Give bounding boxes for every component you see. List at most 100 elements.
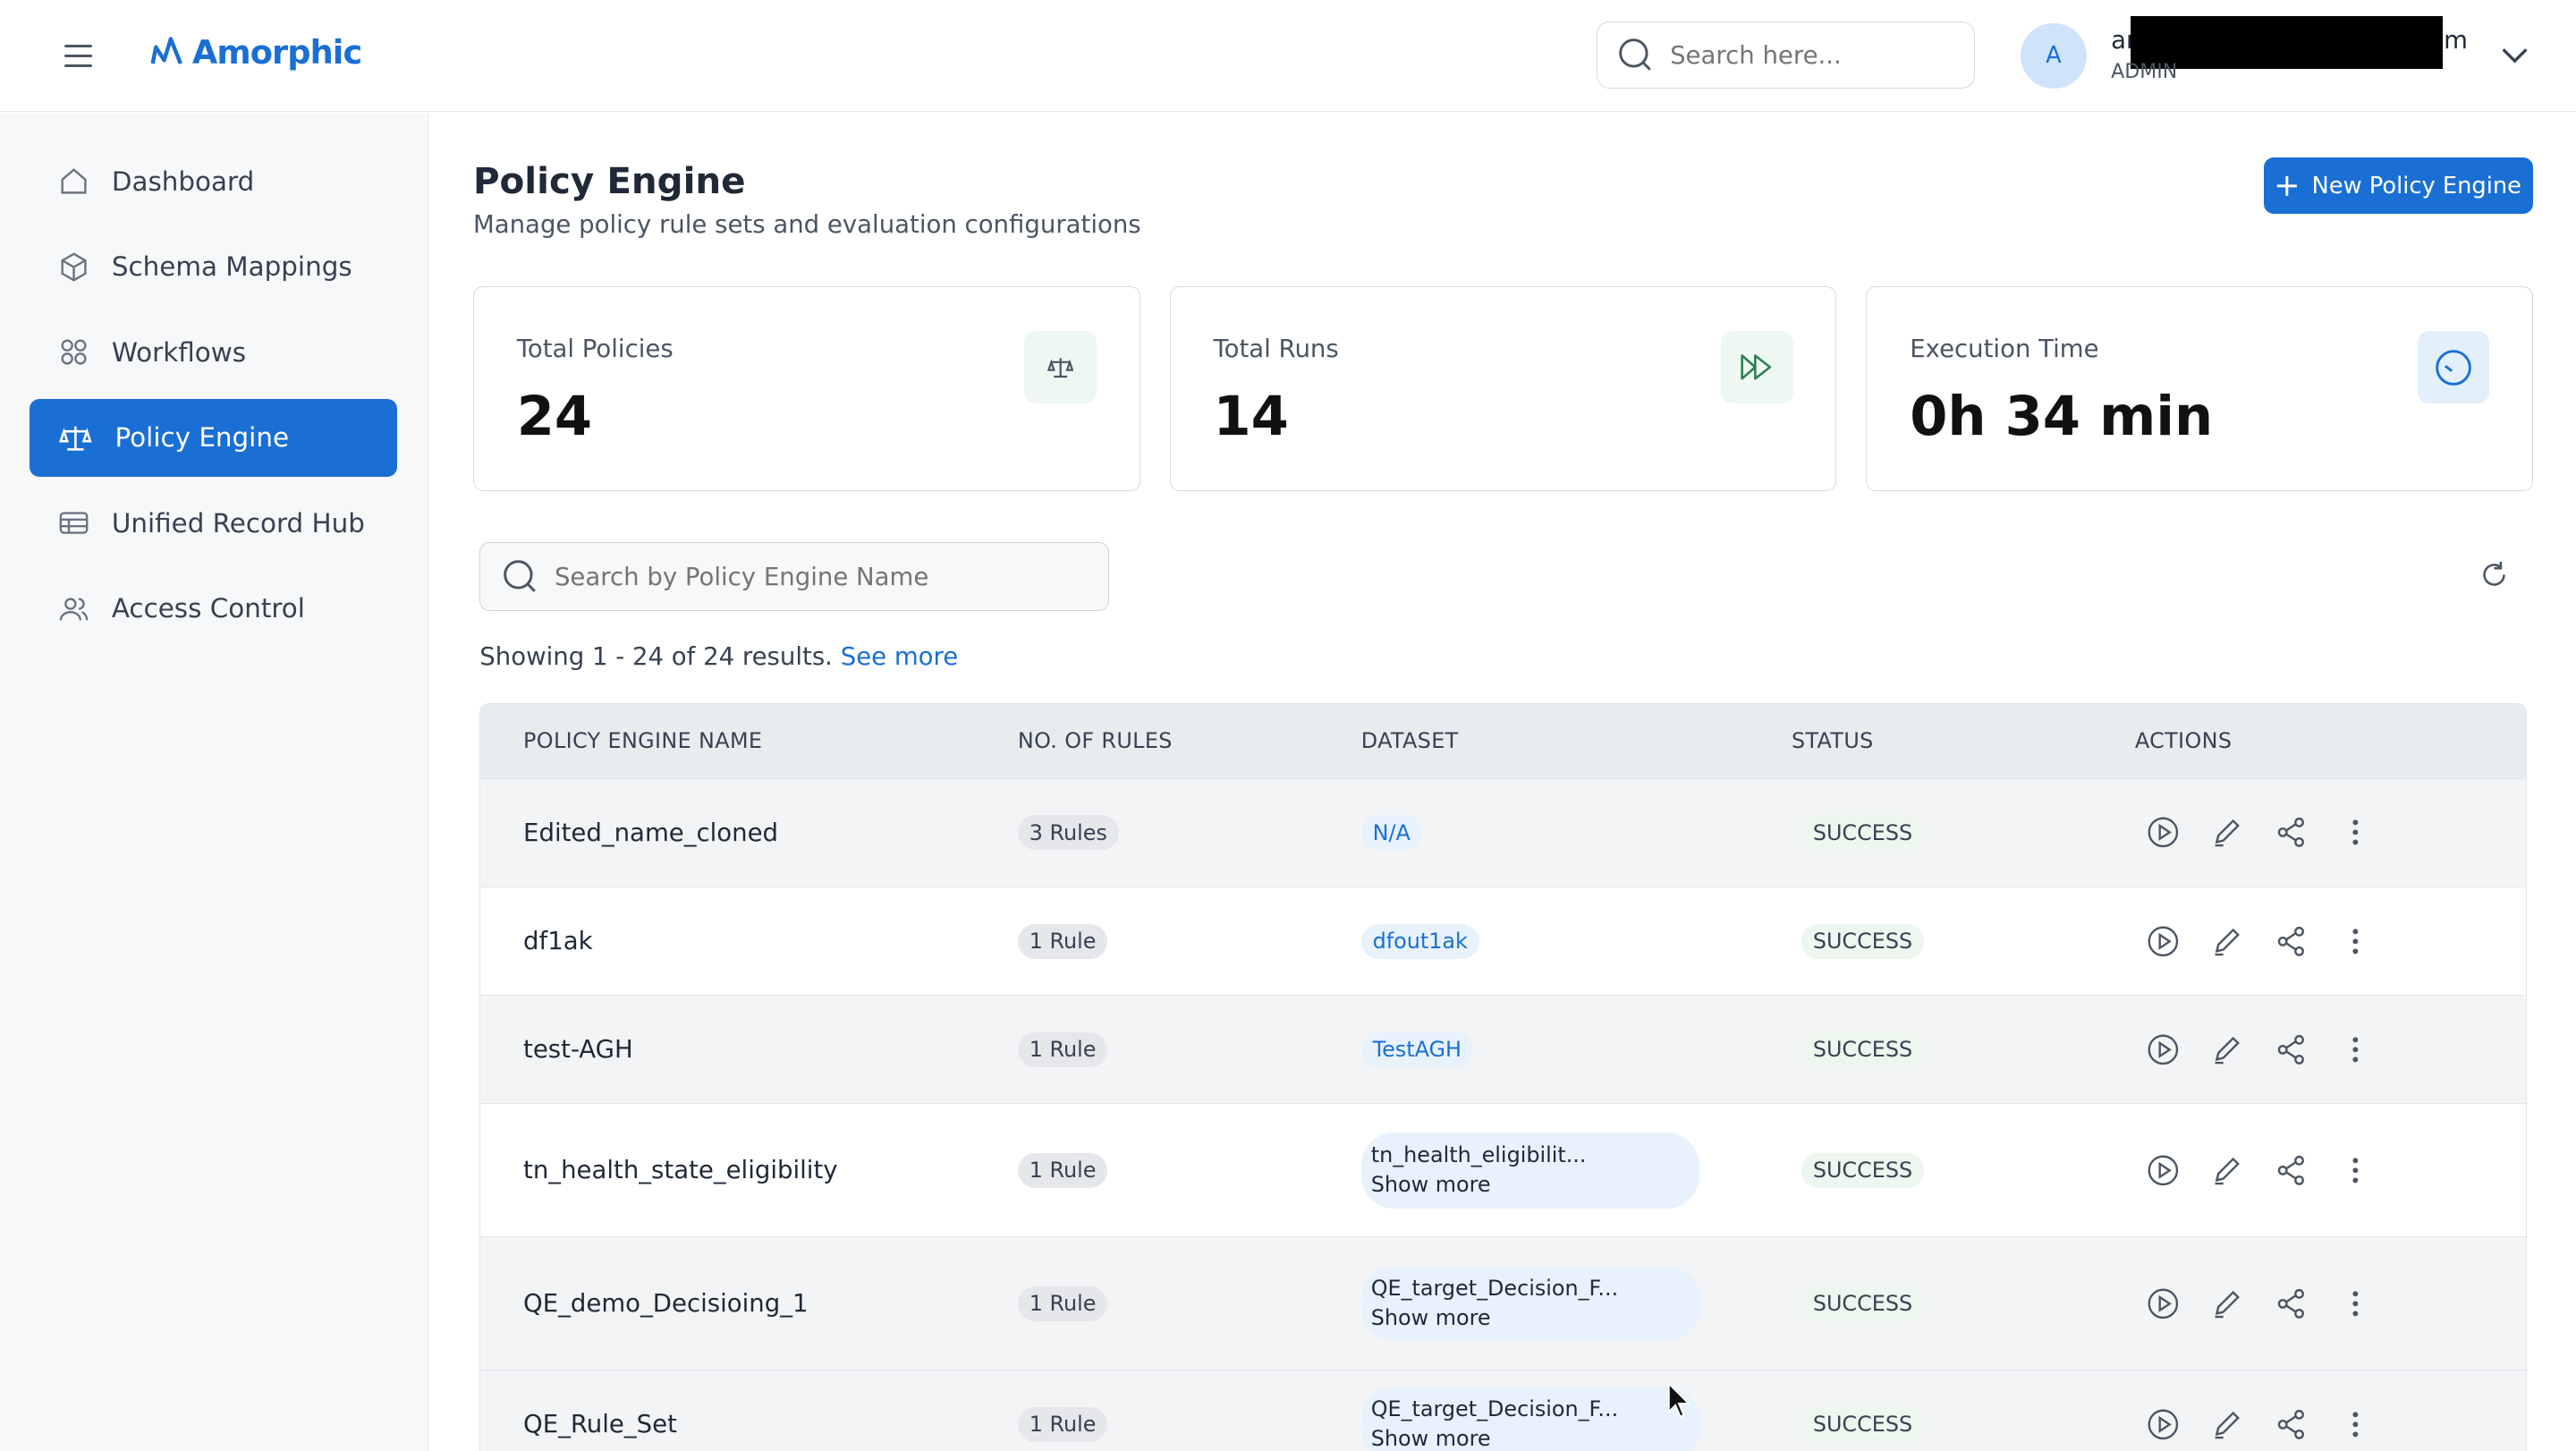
table-row[interactable]: tn_health_state_eligibility 1 Rule tn_he… [480, 1103, 2526, 1236]
share-icon[interactable] [2273, 1406, 2309, 1442]
more-options-icon[interactable] [2337, 1406, 2373, 1442]
stat-value: 14 [1213, 385, 1289, 448]
sidebar: Dashboard Schema Mappings Workflows Poli… [0, 113, 429, 1451]
table-row[interactable]: QE_Rule_Set 1 Rule QE_target_Decision_F.… [480, 1369, 2526, 1451]
dataset-chip[interactable]: dfout1ak [1360, 923, 1479, 959]
edit-icon[interactable] [2208, 815, 2244, 851]
sidebar-item-access-control[interactable]: Access Control [30, 570, 397, 647]
sidebar-item-unified-record-hub[interactable]: Unified Record Hub [30, 485, 397, 562]
column-header: NO. OF RULES [1017, 728, 1173, 754]
dataset-chip[interactable]: N/A [1360, 815, 1422, 851]
results-count: Showing 1 - 24 of 24 results. See more [479, 642, 958, 671]
table-row[interactable]: QE_demo_Decisioing_1 1 Rule QE_target_De… [480, 1236, 2526, 1370]
more-options-icon[interactable] [2337, 923, 2373, 959]
policy-name[interactable]: test-AGH [523, 1035, 633, 1065]
search-icon [1619, 38, 1652, 72]
results-text: Showing 1 - 24 of 24 results. [479, 642, 833, 672]
sidebar-item-workflows[interactable]: Workflows [30, 314, 397, 391]
dataset-name: QE_target_Decision_F... [1370, 1275, 1619, 1301]
column-header: DATASET [1360, 728, 1459, 754]
column-header: STATUS [1791, 728, 1874, 754]
show-more-link[interactable]: Show more [1370, 1426, 1491, 1451]
avatar[interactable]: A [2021, 22, 2087, 89]
policy-search[interactable] [479, 542, 1109, 612]
run-icon[interactable] [2145, 923, 2181, 959]
policy-table: POLICY ENGINE NAME NO. OF RULES DATASET … [479, 703, 2527, 1451]
show-more-link[interactable]: Show more [1370, 1305, 1491, 1331]
status-badge: SUCCESS [1801, 1406, 1924, 1442]
main-content: Policy Engine Manage policy rule sets an… [430, 114, 2576, 1451]
sidebar-item-schema-mappings[interactable]: Schema Mappings [30, 228, 397, 305]
logo[interactable]: Amorphic [149, 32, 362, 72]
edit-icon[interactable] [2208, 1286, 2244, 1321]
share-icon[interactable] [2273, 1031, 2309, 1067]
share-icon[interactable] [2273, 1286, 2309, 1321]
home-icon [61, 168, 87, 194]
see-more-link[interactable]: See more [840, 642, 959, 672]
stat-value: 0h 34 min [1910, 385, 2214, 448]
sidebar-item-label: Unified Record Hub [111, 507, 365, 539]
policy-name[interactable]: df1ak [523, 927, 593, 956]
run-icon[interactable] [2145, 1152, 2181, 1188]
scale-icon [1024, 331, 1097, 403]
refresh-icon[interactable] [2479, 560, 2509, 590]
table-row[interactable]: Edited_name_cloned 3 Rules N/A SUCCESS [480, 777, 2526, 887]
rules-count-badge: 1 Rule [1017, 1152, 1108, 1188]
run-icon[interactable] [2145, 1286, 2181, 1321]
sidebar-item-dashboard[interactable]: Dashboard [30, 143, 397, 220]
redaction-block [2131, 16, 2444, 70]
chevron-down-icon[interactable] [2500, 43, 2529, 66]
scale-icon [59, 426, 92, 451]
stat-label: Total Runs [1213, 334, 1339, 363]
rules-count-badge: 1 Rule [1017, 1286, 1108, 1321]
dataset-chip[interactable]: TestAGH [1360, 1031, 1473, 1067]
dataset-chip[interactable]: QE_target_Decision_F... Show more [1360, 1386, 1700, 1451]
page-title: Policy Engine [472, 159, 746, 203]
status-badge: SUCCESS [1801, 1031, 1924, 1067]
user-role: ADMIN [2111, 60, 2178, 83]
stat-value: 24 [516, 385, 593, 448]
logo-text: Amorphic [191, 32, 362, 72]
column-header: ACTIONS [2134, 728, 2233, 754]
policy-name[interactable]: QE_Rule_Set [523, 1410, 677, 1439]
table-row[interactable]: df1ak 1 Rule dfout1ak SUCCESS [480, 886, 2526, 995]
more-options-icon[interactable] [2337, 1286, 2373, 1321]
share-icon[interactable] [2273, 815, 2309, 851]
table-row[interactable]: test-AGH 1 Rule TestAGH SUCCESS [480, 995, 2526, 1104]
plus-icon [2276, 175, 2298, 196]
new-policy-engine-label: New Policy Engine [2311, 172, 2521, 199]
stat-card-total-runs: Total Runs 14 [1169, 285, 1837, 492]
edit-icon[interactable] [2208, 1031, 2244, 1067]
more-options-icon[interactable] [2337, 815, 2373, 851]
rules-count-badge: 1 Rule [1017, 1031, 1108, 1067]
run-icon[interactable] [2145, 1031, 2181, 1067]
run-icon[interactable] [2145, 815, 2181, 851]
edit-icon[interactable] [2208, 1406, 2244, 1442]
table-icon [59, 512, 89, 535]
share-icon[interactable] [2273, 923, 2309, 959]
status-badge: SUCCESS [1801, 1286, 1924, 1321]
policy-search-input[interactable] [554, 562, 1080, 591]
more-options-icon[interactable] [2337, 1031, 2373, 1067]
sidebar-item-policy-engine[interactable]: Policy Engine [30, 399, 398, 477]
dataset-chip[interactable]: QE_target_Decision_F... Show more [1360, 1265, 1700, 1342]
edit-icon[interactable] [2208, 1152, 2244, 1188]
edit-icon[interactable] [2208, 923, 2244, 959]
policy-name[interactable]: Edited_name_cloned [523, 818, 779, 847]
global-search[interactable] [1597, 21, 1975, 89]
menu-icon[interactable] [64, 44, 92, 68]
share-icon[interactable] [2273, 1152, 2309, 1188]
global-search-input[interactable] [1670, 40, 1933, 70]
sidebar-item-label: Policy Engine [114, 422, 290, 454]
dataset-chip[interactable]: tn_health_eligibilit... Show more [1360, 1133, 1700, 1209]
workflow-icon [61, 339, 87, 365]
show-more-link[interactable]: Show more [1370, 1172, 1491, 1198]
sidebar-item-label: Dashboard [111, 165, 255, 197]
run-icon[interactable] [2145, 1406, 2181, 1442]
users-icon [59, 598, 89, 621]
new-policy-engine-button[interactable]: New Policy Engine [2263, 157, 2534, 214]
more-options-icon[interactable] [2337, 1152, 2373, 1188]
policy-name[interactable]: tn_health_state_eligibility [523, 1156, 838, 1185]
policy-name[interactable]: QE_demo_Decisioing_1 [523, 1289, 809, 1319]
